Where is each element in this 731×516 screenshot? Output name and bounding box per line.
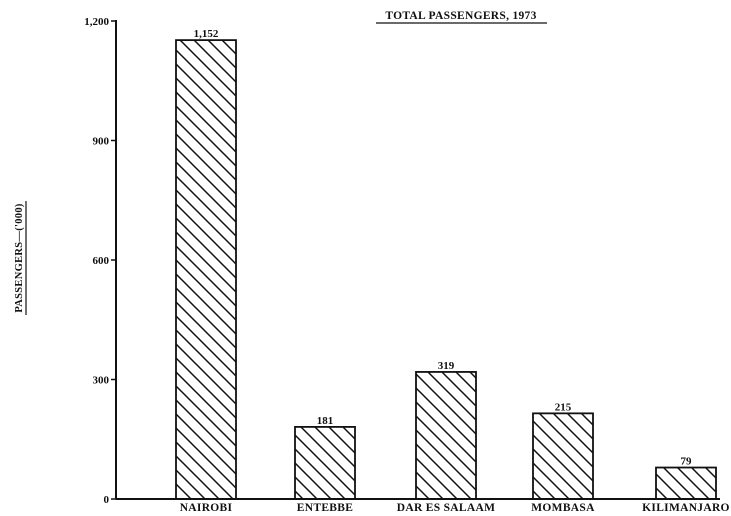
bar-value-label: 79 [681,456,693,468]
y-axis-ticks: 0 300 600 900 1,200 [84,16,116,506]
y-tick-label: 1,200 [84,16,109,28]
bar-dar-es-salaam [415,371,477,500]
x-category-label: ENTEBBE [297,502,353,514]
bar-value-label: 319 [438,360,455,372]
y-tick-label: 900 [93,136,110,148]
x-axis-category-labels: NAIROBI ENTEBBE DAR ES SALAAM MOMBASA KILIMA… [180,502,730,514]
bar-value-label: 215 [555,401,572,413]
x-category-label: NAIROBI [180,502,233,514]
y-tick-label: 0 [104,494,110,506]
y-tick-label: 300 [93,375,110,387]
bar-nairobi [175,39,237,500]
x-category-label: DAR ES SALAAM [397,502,495,514]
bars: 1,152 181 319 215 79 [175,28,717,500]
y-tick-label: 600 [93,255,110,267]
x-category-label: KILIMANJARO [642,502,730,514]
y-axis-label-group: PASSENGERS—('000) [14,201,27,315]
bar-value-label: 1,152 [194,28,219,40]
bar-mombasa [532,412,594,500]
bar-entebbe [294,426,356,500]
x-category-label: MOMBASA [531,502,595,514]
bar-kilimanjaro [655,466,717,500]
y-axis-label: PASSENGERS—('000) [14,203,25,313]
bar-value-label: 181 [317,415,334,427]
chart-title: TOTAL PASSENGERS, 1973 [385,10,536,22]
